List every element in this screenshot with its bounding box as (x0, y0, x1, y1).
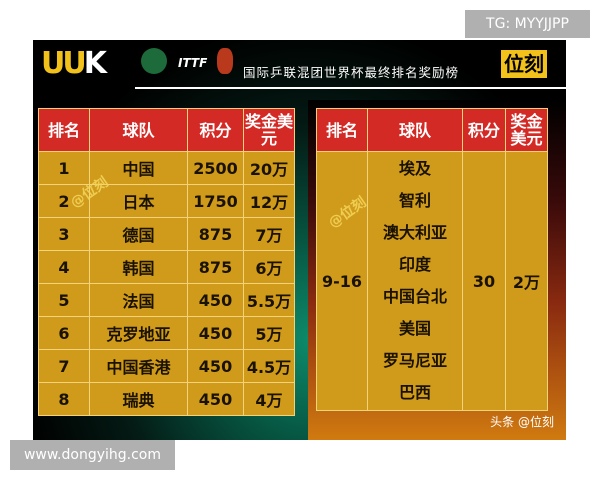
col-rank: 排名 (38, 108, 90, 152)
brand-logo: 位刻 (501, 50, 547, 78)
col-points: 积分 (462, 108, 506, 152)
table-row: 3 德国 875 7万 (38, 217, 295, 251)
team-cell: 克罗地亚 (89, 316, 188, 350)
points-cell: 450 (187, 283, 244, 317)
col-rank: 排名 (316, 108, 368, 152)
page-title: 国际乒联混团世界杯最终排名奖励榜 (243, 65, 460, 80)
points-cell: 2500 (187, 151, 244, 185)
rank-cell: 6 (38, 316, 90, 350)
table-header: 排名 球队 积分 奖金美元 (38, 108, 295, 152)
prize-cell: 2万 (505, 151, 548, 411)
prize-cell: 7万 (243, 217, 295, 251)
prize-cell: 5万 (243, 316, 295, 350)
points-cell: 450 (187, 349, 244, 383)
team-cell: 韩国 (89, 250, 188, 284)
prize-cell: 4.5万 (243, 349, 295, 383)
url-overlay: www.dongyihg.com (10, 440, 175, 470)
ranking-table-left: 排名 球队 积分 奖金美元 1 中国 2500 20万 2 日本 1750 12万 3 德国 875… (38, 108, 295, 416)
tg-overlay: TG: MYYJJPP (465, 10, 590, 38)
team-name: 印度 (398, 255, 431, 274)
team-cell: 日本 (89, 184, 188, 218)
col-prize: 奖金美元 (243, 108, 295, 152)
prize-cell: 12万 (243, 184, 295, 218)
header-divider (135, 87, 566, 89)
team-cell: 中国香港 (89, 349, 188, 383)
col-prize: 奖金美元 (505, 108, 548, 152)
points-cell: 875 (187, 217, 244, 251)
table-row: 7 中国香港 450 4.5万 (38, 349, 295, 383)
ranking-table-right: 排名 球队 积分 奖金美元 9-16 埃及智利澳大利亚印度中国台北美国罗马尼亚巴… (316, 108, 548, 411)
points-cell: 875 (187, 250, 244, 284)
points-cell: 450 (187, 316, 244, 350)
team-cell: 德国 (89, 217, 188, 251)
points-cell: 30 (462, 151, 506, 411)
rank-cell: 9-16 (316, 151, 368, 411)
table-row: 5 法国 450 5.5万 (38, 283, 295, 317)
team-cell: 瑞典 (89, 382, 188, 416)
teams-cell: 埃及智利澳大利亚印度中国台北美国罗马尼亚巴西 (367, 151, 463, 411)
prize-cell: 20万 (243, 151, 295, 185)
team-name: 澳大利亚 (382, 223, 447, 242)
trophy-emblem-icon (217, 48, 233, 74)
rank-cell: 2 (38, 184, 90, 218)
team-name: 罗马尼亚 (382, 351, 447, 370)
table-row: 8 瑞典 450 4万 (38, 382, 295, 416)
ittf-logo: ITTF (178, 56, 208, 70)
rank-cell: 8 (38, 382, 90, 416)
col-points: 积分 (187, 108, 244, 152)
team-name: 巴西 (398, 383, 431, 402)
prize-cell: 5.5万 (243, 283, 295, 317)
team-name: 埃及 (398, 159, 431, 178)
rank-cell: 4 (38, 250, 90, 284)
team-name: 美国 (398, 319, 431, 338)
rank-cell: 7 (38, 349, 90, 383)
points-cell: 450 (187, 382, 244, 416)
col-team: 球队 (367, 108, 463, 152)
points-cell: 1750 (187, 184, 244, 218)
table-row: 9-16 埃及智利澳大利亚印度中国台北美国罗马尼亚巴西 30 2万 (316, 151, 548, 411)
team-cell: 中国 (89, 151, 188, 185)
ranking-poster: UUK ITTF 国际乒联混团世界杯最终排名奖励榜 位刻 排名 球队 积分 奖金… (33, 40, 566, 440)
rank-cell: 5 (38, 283, 90, 317)
table-row: 2 日本 1750 12万 (38, 184, 295, 218)
prize-cell: 4万 (243, 382, 295, 416)
team-name: 智利 (398, 191, 431, 210)
prize-cell: 6万 (243, 250, 295, 284)
rank-cell: 3 (38, 217, 90, 251)
col-team: 球队 (89, 108, 188, 152)
team-cell: 法国 (89, 283, 188, 317)
world-cup-emblem-icon (141, 48, 167, 74)
rank-cell: 1 (38, 151, 90, 185)
table-row: 6 克罗地亚 450 5万 (38, 316, 295, 350)
table-row: 1 中国 2500 20万 (38, 151, 295, 185)
uuk-logo: UUK (41, 46, 107, 81)
table-row: 4 韩国 875 6万 (38, 250, 295, 284)
credit-text: 头条 @位刻 (490, 415, 554, 429)
team-name: 中国台北 (382, 287, 447, 306)
table-header: 排名 球队 积分 奖金美元 (316, 108, 548, 152)
